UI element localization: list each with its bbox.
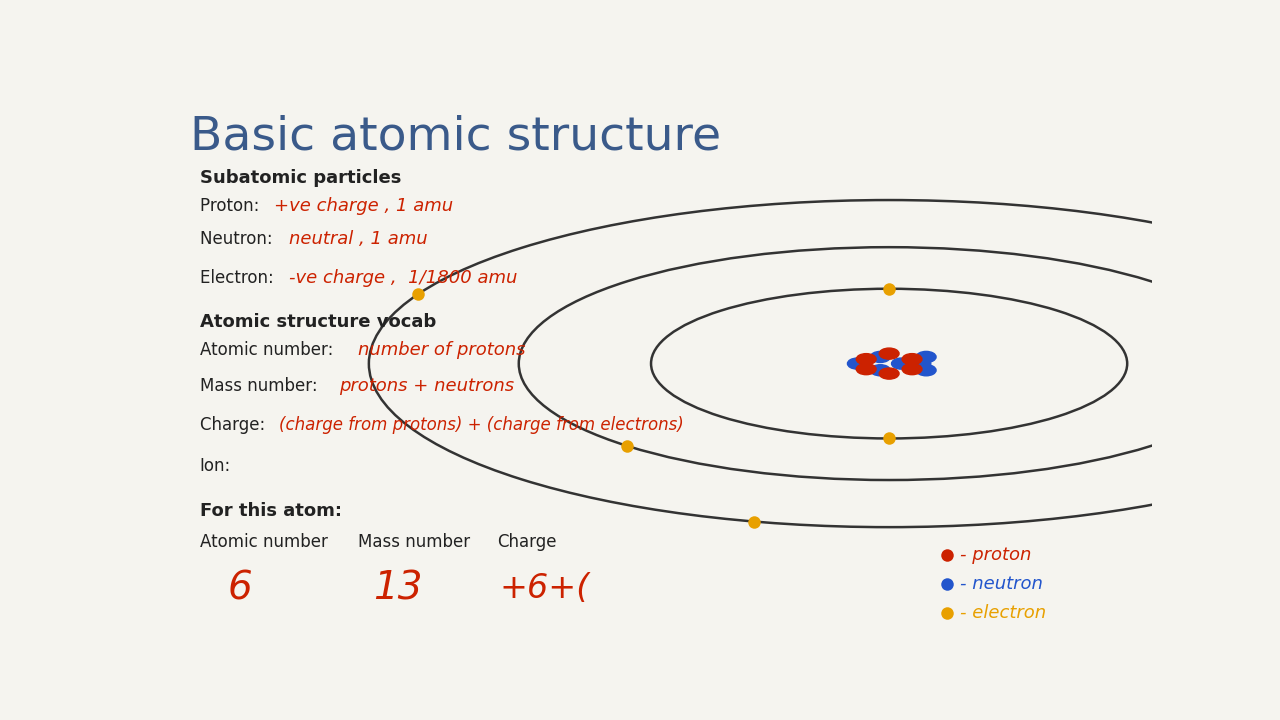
- Text: - neutron: - neutron: [960, 575, 1042, 593]
- Circle shape: [870, 365, 890, 376]
- Circle shape: [847, 358, 868, 369]
- Circle shape: [879, 348, 899, 359]
- Text: Atomic number:: Atomic number:: [200, 341, 338, 359]
- Circle shape: [879, 368, 899, 379]
- Text: Electron:: Electron:: [200, 269, 279, 287]
- Circle shape: [902, 364, 922, 374]
- Text: Neutron:: Neutron:: [200, 230, 278, 248]
- Text: - proton: - proton: [960, 546, 1030, 564]
- Text: neutral , 1 amu: neutral , 1 amu: [289, 230, 428, 248]
- Text: For this atom:: For this atom:: [200, 502, 342, 520]
- Circle shape: [856, 354, 876, 365]
- Circle shape: [902, 354, 922, 365]
- Text: 6: 6: [228, 569, 252, 607]
- Text: number of protons: number of protons: [358, 341, 526, 359]
- Text: Atomic structure vocab: Atomic structure vocab: [200, 313, 436, 331]
- Text: Mass number: Mass number: [358, 533, 471, 551]
- Text: Charge:: Charge:: [200, 415, 270, 433]
- Circle shape: [911, 358, 931, 369]
- Circle shape: [856, 364, 876, 374]
- Circle shape: [916, 351, 936, 362]
- Text: Charge: Charge: [498, 533, 557, 551]
- Text: Subatomic particles: Subatomic particles: [200, 169, 401, 187]
- Text: 13: 13: [374, 569, 422, 607]
- Text: (charge from protons) + (charge from electrons): (charge from protons) + (charge from ele…: [279, 415, 684, 433]
- Text: protons + neutrons: protons + neutrons: [338, 377, 513, 395]
- Text: Proton:: Proton:: [200, 197, 264, 215]
- Text: Atomic number: Atomic number: [200, 533, 328, 551]
- Text: Ion:: Ion:: [200, 457, 230, 475]
- Circle shape: [892, 358, 911, 369]
- Text: -ve charge ,  1/1800 amu: -ve charge , 1/1800 amu: [289, 269, 517, 287]
- Circle shape: [870, 351, 890, 362]
- Text: Basic atomic structure: Basic atomic structure: [189, 114, 721, 159]
- Circle shape: [916, 365, 936, 376]
- Text: +ve charge , 1 amu: +ve charge , 1 amu: [274, 197, 453, 215]
- Text: Mass number:: Mass number:: [200, 377, 323, 395]
- Text: +6+(: +6+(: [499, 572, 590, 605]
- Text: - electron: - electron: [960, 603, 1046, 621]
